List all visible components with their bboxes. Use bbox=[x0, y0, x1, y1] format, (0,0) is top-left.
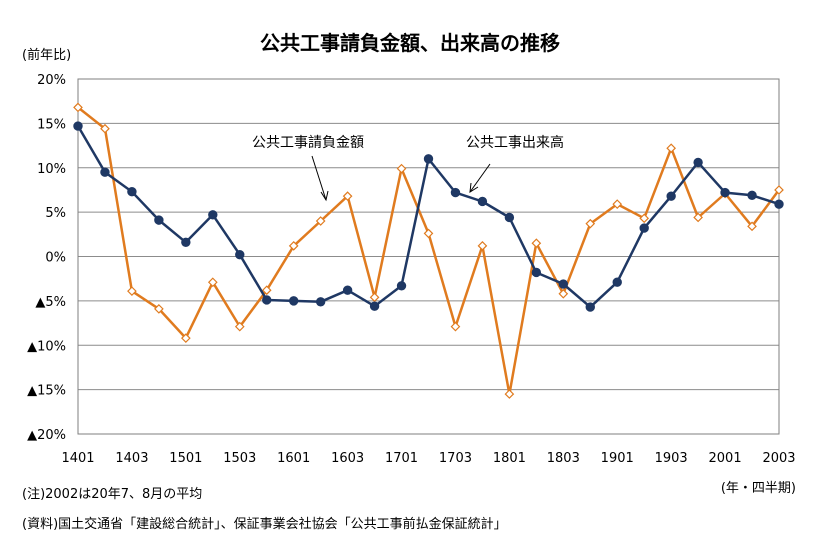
data-point bbox=[342, 285, 353, 295]
data-point bbox=[504, 212, 515, 223]
data-point bbox=[747, 190, 757, 200]
data-point bbox=[73, 102, 83, 113]
data-point bbox=[73, 121, 83, 131]
data-point bbox=[558, 279, 569, 289]
annotation-dekidaka-arrow bbox=[469, 163, 491, 193]
annotation-dekidaka: 公共工事出来高 bbox=[466, 134, 564, 151]
data-point bbox=[477, 241, 488, 251]
data-point bbox=[423, 154, 434, 164]
x-tick-label: 1401 bbox=[61, 451, 94, 466]
data-point bbox=[262, 295, 272, 305]
y-axis-label: (前年比) bbox=[22, 47, 71, 63]
data-point bbox=[288, 241, 299, 251]
series-layer bbox=[73, 102, 784, 399]
y-tick-label: ▲15% bbox=[27, 384, 66, 399]
y-tick-label: 5% bbox=[45, 206, 66, 221]
x-tick-label: 2001 bbox=[709, 451, 742, 466]
data-point bbox=[127, 286, 137, 296]
data-point bbox=[234, 321, 245, 332]
data-point bbox=[154, 215, 164, 225]
data-point bbox=[208, 210, 218, 220]
x-tick-label: 1403 bbox=[115, 451, 148, 466]
series-line bbox=[77, 106, 781, 396]
data-point bbox=[396, 281, 407, 291]
data-point bbox=[450, 321, 461, 332]
data-point bbox=[261, 285, 272, 296]
y-tick-label: ▲10% bbox=[27, 339, 66, 354]
data-point bbox=[585, 218, 596, 229]
annotation-ukeoi: 公共工事請負金額 bbox=[252, 135, 364, 151]
x-tick-label: 2003 bbox=[762, 451, 795, 466]
data-point bbox=[235, 250, 245, 260]
data-point bbox=[531, 238, 542, 249]
data-point bbox=[747, 221, 757, 232]
data-point bbox=[504, 389, 515, 399]
y-tick-label: ▲20% bbox=[27, 428, 66, 443]
data-point bbox=[315, 216, 326, 226]
y-tick-label: 0% bbox=[45, 251, 66, 266]
data-point bbox=[315, 297, 326, 307]
data-point bbox=[369, 301, 380, 311]
data-point bbox=[774, 185, 784, 195]
gridlines bbox=[78, 78, 779, 435]
data-point bbox=[100, 167, 110, 177]
data-point bbox=[100, 123, 110, 134]
data-point bbox=[639, 223, 649, 233]
data-point bbox=[477, 196, 488, 207]
data-point bbox=[396, 163, 407, 174]
data-point bbox=[720, 187, 730, 198]
y-axis-ticks: 20% 15% 10% 5% 0% ▲5% ▲10% ▲15% ▲20% bbox=[27, 73, 66, 443]
data-point bbox=[585, 302, 595, 312]
x-axis-ticks: 1401 1403 1501 1503 1601 1603 1701 1703 1801 1803… bbox=[61, 451, 795, 466]
data-point bbox=[181, 237, 191, 248]
annotation-ukeoi-arrow bbox=[311, 155, 327, 201]
data-point bbox=[180, 333, 191, 343]
data-point bbox=[639, 213, 650, 224]
x-tick-label: 1703 bbox=[439, 451, 472, 466]
x-tick-label: 1603 bbox=[331, 451, 364, 466]
y-tick-label: 20% bbox=[37, 73, 66, 88]
x-tick-label: 1801 bbox=[493, 451, 526, 466]
x-axis-label: (年・四半期) bbox=[721, 481, 796, 496]
x-tick-label: 1701 bbox=[385, 451, 418, 466]
data-point bbox=[207, 277, 218, 288]
data-point bbox=[612, 277, 622, 287]
y-tick-label: 10% bbox=[37, 162, 66, 177]
data-point bbox=[154, 304, 164, 314]
x-tick-label: 1601 bbox=[277, 451, 310, 466]
data-point bbox=[531, 267, 542, 278]
x-tick-label: 1503 bbox=[223, 451, 256, 466]
annotation-dekidaka-arrowhead bbox=[469, 182, 479, 193]
series-1 bbox=[73, 102, 784, 399]
x-tick-label: 1903 bbox=[655, 451, 688, 466]
data-point bbox=[450, 187, 461, 198]
annotation-layer: 公共工事請負金額 公共工事出来高 bbox=[252, 134, 564, 202]
annotation-ukeoi-arrowhead bbox=[320, 190, 329, 202]
source-note: (資料)国土交通省「建設総合統計」、保証事業会社協会「公共工事前払金保証統計」 bbox=[22, 516, 507, 532]
data-point bbox=[774, 199, 784, 209]
data-point bbox=[693, 157, 703, 168]
data-point bbox=[369, 292, 380, 303]
series-2 bbox=[73, 121, 784, 312]
data-point bbox=[288, 296, 299, 306]
y-tick-label: ▲5% bbox=[35, 295, 66, 310]
data-point bbox=[342, 191, 353, 201]
data-point bbox=[612, 199, 623, 209]
plot-area bbox=[77, 78, 780, 435]
data-point bbox=[693, 212, 703, 223]
chart-title: 公共工事請負金額、出来高の推移 bbox=[260, 31, 560, 55]
data-point bbox=[423, 228, 434, 239]
x-tick-label: 1901 bbox=[601, 451, 634, 466]
data-point bbox=[558, 288, 569, 299]
x-tick-label: 1803 bbox=[547, 451, 580, 466]
data-point bbox=[666, 143, 677, 154]
data-point bbox=[666, 191, 676, 201]
x-tick-label: 1501 bbox=[169, 451, 202, 466]
footnote: (注)2002は20年7、8月の平均 bbox=[22, 487, 202, 502]
y-tick-label: 15% bbox=[37, 117, 66, 132]
data-point bbox=[127, 187, 137, 197]
